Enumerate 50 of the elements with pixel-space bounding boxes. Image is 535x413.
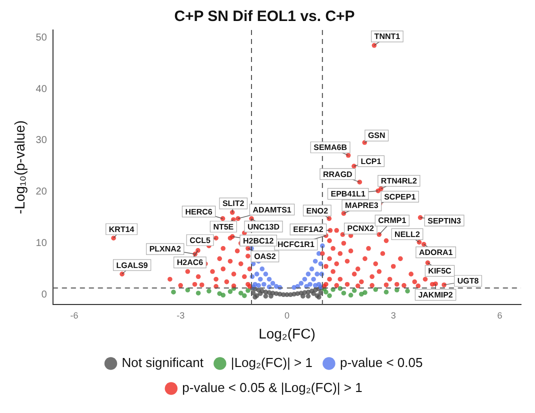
y-axis-title: -Log₁₀(p-value) <box>11 120 28 214</box>
annotation: KRT14 <box>108 224 135 234</box>
annotation: LGALS9 <box>116 260 148 270</box>
chart-title: C+P SN Dif EOL1 vs. C+P <box>174 8 355 26</box>
annotation: JAKMIP2 <box>418 290 454 300</box>
annotation: GSN <box>368 131 386 140</box>
annotation: ADORA1 <box>418 248 454 257</box>
y-tick-label: 50 <box>36 32 48 44</box>
x-tick-label: -6 <box>70 310 78 320</box>
x-tick-label: 6 <box>497 310 502 320</box>
y-tick-label: 30 <box>36 135 48 146</box>
x-tick-label: 3 <box>390 310 396 320</box>
annotation: UGT8 <box>457 276 480 286</box>
annotation: RTN4RL2 <box>380 176 418 186</box>
annotation: MAPRE3 <box>345 201 379 210</box>
legend-label: Not significant <box>122 355 204 370</box>
annotation: HERC6 <box>185 207 213 216</box>
annotation: EEF1A2 <box>293 225 324 234</box>
annotation: NELL2 <box>394 230 420 239</box>
annotation: UNC13D <box>247 222 280 232</box>
annotation: PCNX2 <box>347 224 375 234</box>
annotation: EPB41L1 <box>330 190 366 199</box>
annotation: H2AC6 <box>176 258 204 268</box>
y-tick-label: 40 <box>36 84 48 95</box>
annotation: HCFC1R1 <box>278 240 315 250</box>
y-tick-label: 10 <box>36 238 48 249</box>
annotation: ADAMTS1 <box>252 205 292 214</box>
annotation: SEPTIN3 <box>428 216 462 226</box>
y-tick-label: 20 <box>36 186 48 198</box>
annotation: KIF5C <box>428 266 452 276</box>
legend-label: p-value < 0.05 <box>340 355 423 370</box>
annotation: LCP1 <box>360 156 382 166</box>
annotation: NT5E <box>213 222 234 232</box>
annotation: CRMP1 <box>378 216 407 226</box>
y-tick-label: 0 <box>41 289 48 300</box>
legend-label: p-value < 0.05 & |Log₂(FC)| > 1 <box>182 380 362 396</box>
x-axis-title: Log₂(FC) <box>258 325 316 342</box>
annotation: OAS2 <box>254 252 276 262</box>
annotation: H2BC12 <box>243 236 274 246</box>
annotation: SEMA6B <box>314 143 348 152</box>
annotation: RRAGD <box>322 170 353 179</box>
legend-label: |Log₂(FC)| > 1 <box>230 355 312 370</box>
x-tick-label: 0 <box>284 310 290 320</box>
annotation: PLXNA2 <box>149 244 182 254</box>
annotation: TNNT1 <box>374 32 401 42</box>
annotation: ENO2 <box>306 206 329 216</box>
annotation: CCL5 <box>190 236 212 245</box>
annotation: SCPEP1 <box>384 192 416 202</box>
annotation: SLIT2 <box>222 199 245 208</box>
x-tick-label: -3 <box>176 310 185 320</box>
